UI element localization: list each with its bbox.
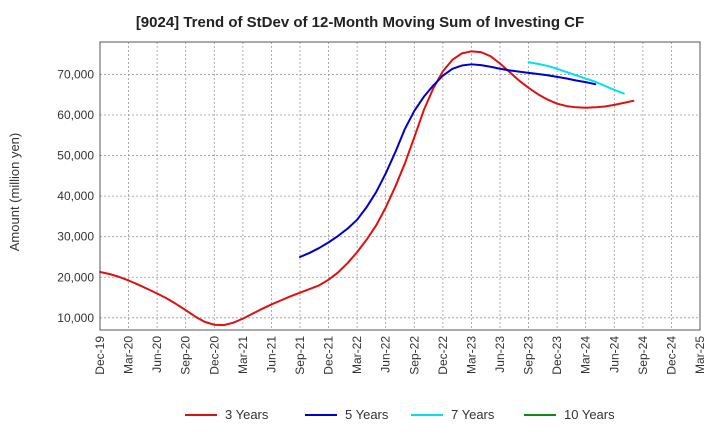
legend-label-5-years: 5 Years bbox=[345, 407, 389, 422]
legend: 3 Years 5 Years 7 Years 10 Years bbox=[185, 407, 615, 422]
y-tick-label: 20,000 bbox=[57, 270, 94, 284]
x-tick-label: Jun-24 bbox=[607, 336, 621, 373]
chart-title: [9024] Trend of StDev of 12-Month Moving… bbox=[136, 14, 584, 31]
x-tick-label: Dec-24 bbox=[664, 336, 678, 375]
x-tick-label: Jun-23 bbox=[493, 336, 507, 373]
x-tick-label: Dec-23 bbox=[550, 336, 564, 375]
x-tick-label: Dec-19 bbox=[93, 336, 107, 375]
y-axis: 10,000 20,000 30,000 40,000 50,000 60,000 70,0… bbox=[57, 67, 94, 324]
x-tick-label: Dec-22 bbox=[436, 336, 450, 375]
x-tick-label: Mar-25 bbox=[693, 336, 707, 374]
y-tick-label: 70,000 bbox=[57, 67, 94, 81]
x-tick-label: Dec-21 bbox=[322, 336, 336, 375]
x-tick-label: Sep-23 bbox=[522, 336, 536, 375]
y-tick-label: 60,000 bbox=[57, 108, 94, 122]
series-line-3-years bbox=[99, 50, 635, 327]
x-tick-label: Mar-20 bbox=[122, 336, 136, 374]
y-tick-label: 50,000 bbox=[57, 149, 94, 163]
x-tick-label: Sep-20 bbox=[179, 336, 193, 375]
y-tick-label: 10,000 bbox=[57, 311, 94, 325]
x-tick-label: Sep-24 bbox=[636, 336, 650, 375]
series-line-7-years bbox=[527, 61, 625, 95]
series-line-5-years bbox=[299, 63, 597, 258]
x-tick-label: Dec-20 bbox=[207, 336, 221, 375]
x-tick-label: Sep-21 bbox=[293, 336, 307, 375]
x-axis: Dec-19 Mar-20 Jun-20 Sep-20 Dec-20 Mar-21 Jun-… bbox=[93, 336, 707, 375]
x-tick-label: Jun-22 bbox=[379, 336, 393, 373]
legend-label-3-years: 3 Years bbox=[225, 407, 269, 422]
y-axis-label: Amount (million yen) bbox=[7, 133, 22, 252]
x-tick-label: Sep-22 bbox=[407, 336, 421, 375]
y-tick-label: 40,000 bbox=[57, 189, 94, 203]
x-tick-label: Jun-20 bbox=[150, 336, 164, 373]
legend-label-7-years: 7 Years bbox=[451, 407, 495, 422]
plot-area bbox=[100, 42, 700, 330]
x-tick-label: Mar-22 bbox=[350, 336, 364, 374]
plot-frame bbox=[99, 41, 701, 331]
x-tick-label: Mar-23 bbox=[464, 336, 478, 374]
x-tick-label: Jun-21 bbox=[264, 336, 278, 373]
legend-label-10-years: 10 Years bbox=[564, 407, 615, 422]
x-tick-label: Mar-21 bbox=[236, 336, 250, 374]
series-lines bbox=[99, 50, 635, 327]
x-tick-label: Mar-24 bbox=[579, 336, 593, 374]
y-tick-label: 30,000 bbox=[57, 230, 94, 244]
